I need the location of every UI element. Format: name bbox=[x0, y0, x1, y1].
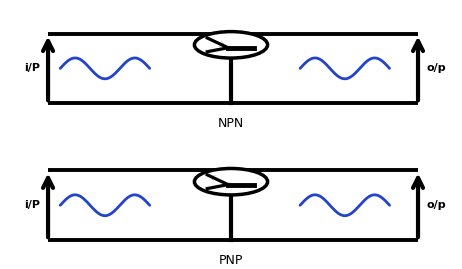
Text: i/P: i/P bbox=[24, 200, 40, 210]
Text: o/p: o/p bbox=[426, 200, 446, 210]
Text: o/p: o/p bbox=[426, 63, 446, 73]
Text: PNP: PNP bbox=[219, 254, 243, 267]
Ellipse shape bbox=[195, 168, 267, 195]
Text: i/P: i/P bbox=[24, 63, 40, 73]
Text: NPN: NPN bbox=[218, 117, 244, 130]
Ellipse shape bbox=[195, 31, 267, 58]
